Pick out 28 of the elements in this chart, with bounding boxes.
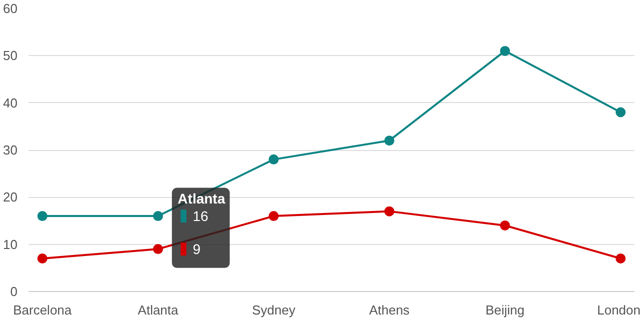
y-tick-label: 50: [3, 48, 18, 64]
annotation: 9: [192, 241, 201, 258]
point: [268, 154, 279, 164]
point: [500, 46, 510, 56]
x-tick-label: Athens: [369, 302, 410, 318]
point: [37, 253, 48, 264]
point: [37, 211, 48, 222]
x-tick-label: Atlanta: [138, 302, 180, 318]
annotation: Atlanta: [178, 190, 226, 207]
x-tick-label: Barcelona: [13, 302, 72, 318]
point: [616, 253, 626, 264]
y-tick-label: 40: [3, 95, 18, 110]
x-tick-label: Sydney: [252, 302, 296, 318]
annotation: 16: [192, 208, 209, 224]
y-tick-label: 30: [3, 142, 18, 158]
point: [153, 211, 164, 222]
point: [500, 220, 510, 230]
point: [384, 136, 394, 146]
y-tick-label: 0: [10, 284, 18, 299]
point: [268, 211, 279, 222]
y-tick-label: 60: [3, 1, 18, 16]
point: [616, 107, 626, 118]
y-tick-label: 10: [3, 236, 18, 252]
x-tick-label: Beijing: [485, 302, 524, 318]
point: [384, 206, 394, 216]
point: [153, 244, 164, 254]
y-tick-label: 20: [3, 190, 18, 205]
x-tick-label: London: [597, 302, 640, 318]
